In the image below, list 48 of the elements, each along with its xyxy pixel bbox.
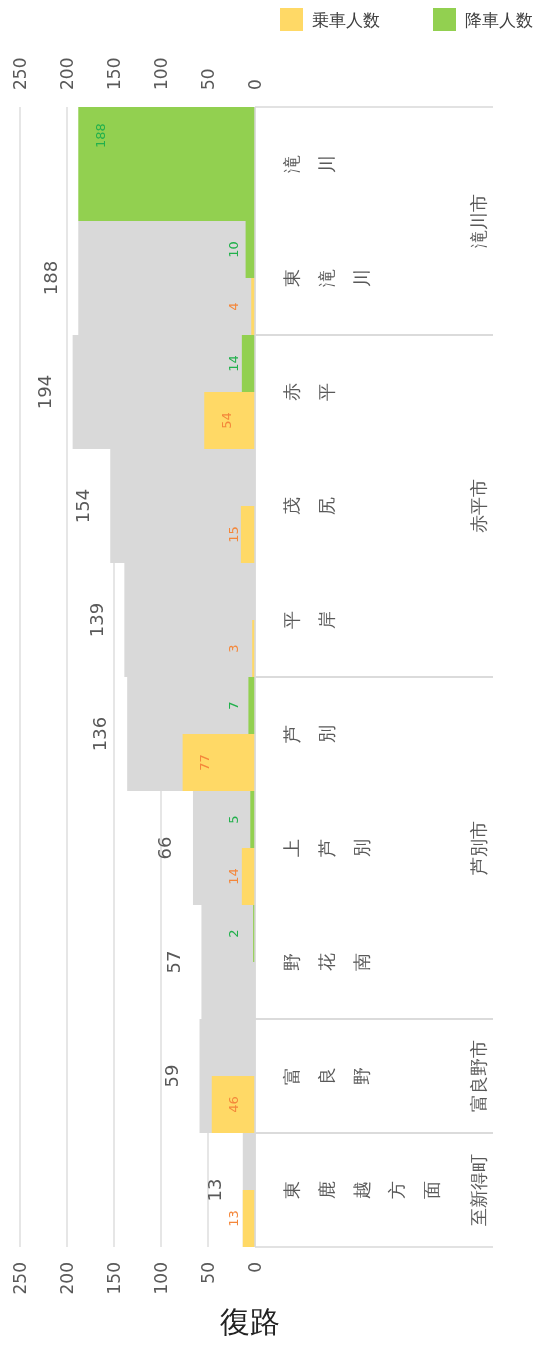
data-label: 15 [225, 526, 241, 543]
data-label: 136 [88, 716, 110, 752]
x2-tick-label: 200 [57, 1262, 77, 1295]
text: 復路 [220, 1304, 280, 1339]
data-label: 5 [225, 815, 241, 824]
data-label: 154 [71, 488, 93, 524]
y-tick-label: 滝川 [281, 138, 337, 173]
data-label: 4 [225, 302, 241, 311]
x-tick-label: 100 [151, 57, 171, 90]
x-tick-label: 250 [10, 57, 30, 90]
data-label: 54 [218, 412, 234, 429]
x2-tick-label: 150 [104, 1262, 124, 1295]
x-tick-label: 200 [57, 57, 77, 90]
data-label: 14 [225, 355, 241, 372]
data-label: 188 [39, 260, 61, 296]
data-label: 188 [92, 123, 108, 148]
data-label: 3 [225, 644, 241, 653]
data-label: 14 [225, 868, 241, 885]
x2-tick-label: 250 [10, 1262, 30, 1295]
data-label: 57 [162, 950, 184, 974]
legend-label: 降車人数 [465, 10, 533, 30]
y-tick-label: 平岸 [281, 594, 337, 629]
y-tick-label: 上芦別 [281, 822, 372, 857]
x2-tick-label: 100 [151, 1262, 171, 1295]
data-label: 7 [225, 701, 241, 710]
y-tick-label: 赤平 [281, 366, 337, 401]
data-label: 13 [225, 1210, 241, 1227]
y-tick-label: 富良野 [281, 1050, 372, 1085]
y-tick-label: 野花南 [281, 936, 372, 971]
x-tick-label: 0 [245, 79, 265, 90]
data-label: 46 [225, 1096, 241, 1113]
y-tick-label: 東鹿越方面 [281, 1164, 442, 1199]
x-tick-label: 150 [104, 57, 124, 90]
y-tick-label: 茂尻 [281, 480, 337, 515]
data-label: 66 [154, 836, 176, 860]
x-tick-label: 50 [198, 68, 218, 90]
data-label: 59 [161, 1064, 183, 1088]
data-label: 194 [34, 374, 56, 410]
data-label: 10 [225, 241, 241, 258]
data-label: 2 [225, 929, 241, 938]
y-tick-label: 芦別 [281, 708, 337, 743]
legend-label: 乗車人数 [312, 10, 380, 30]
data-label: 13 [204, 1178, 226, 1202]
data-label: 77 [197, 754, 213, 771]
x2-tick-label: 50 [198, 1262, 218, 1284]
data-label: 139 [85, 602, 107, 638]
y-tick-label: 東滝川 [281, 252, 372, 287]
x2-tick-label: 0 [245, 1262, 265, 1273]
